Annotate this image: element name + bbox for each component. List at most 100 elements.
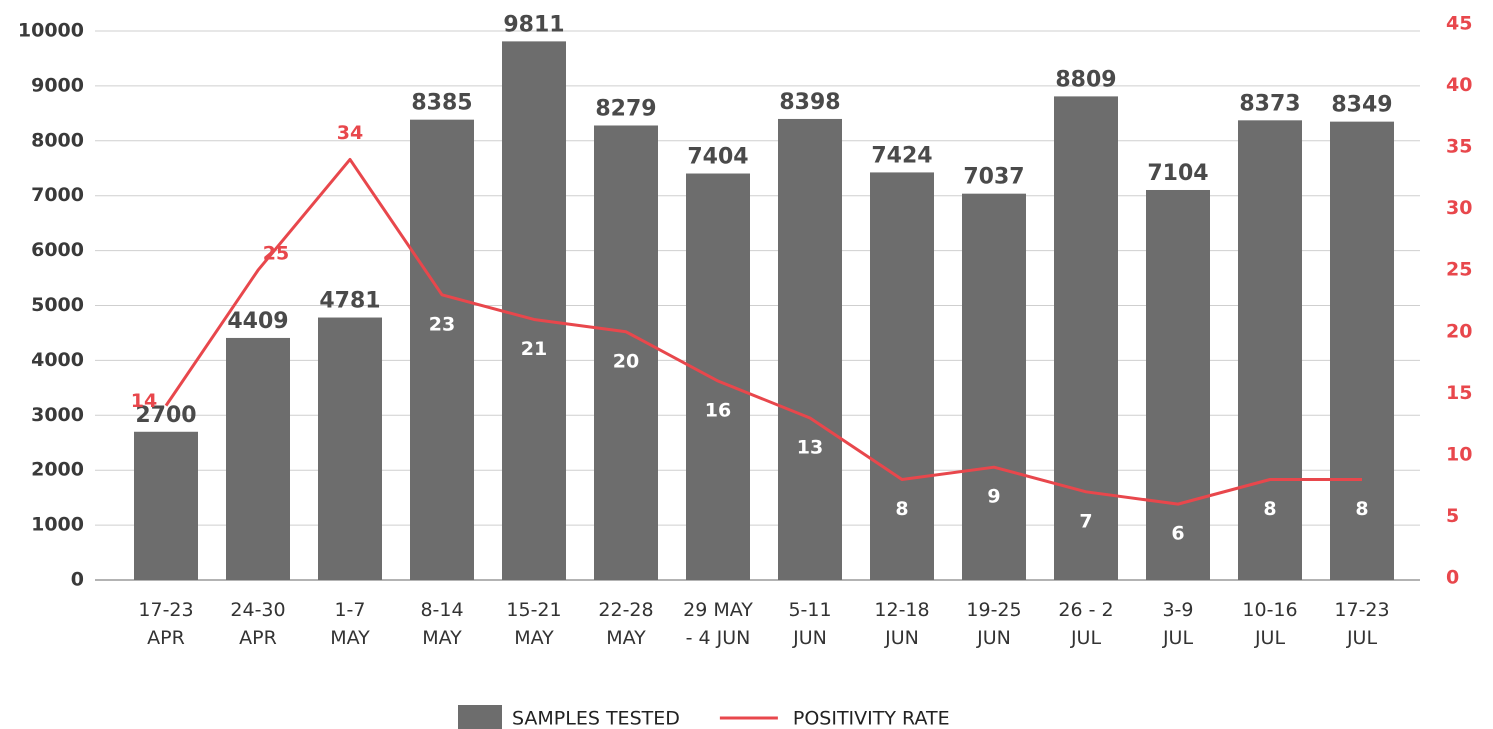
x-tick-line: 10-16 bbox=[1242, 599, 1297, 621]
x-tick-line: MAY bbox=[422, 627, 462, 649]
x-tick-line: 8-14 bbox=[420, 599, 463, 621]
x-tick-line: 19-25 bbox=[966, 599, 1021, 621]
x-tick-line: 29 MAY bbox=[683, 599, 753, 621]
bar-value-label: 4781 bbox=[319, 289, 380, 314]
legend-label: SAMPLES TESTED bbox=[512, 708, 680, 729]
x-tick-label: 3-9 JUL bbox=[1162, 599, 1194, 649]
x-tick-line: MAY bbox=[606, 627, 646, 649]
x-tick-line: - 4 JUN bbox=[686, 627, 751, 649]
bar bbox=[778, 118, 842, 580]
x-tick-line: 15-21 bbox=[506, 599, 561, 621]
line-value-label: 7 bbox=[1079, 510, 1092, 532]
x-tick-label: 5-11 JUN bbox=[788, 599, 831, 649]
x-tick-label: 8-14 MAY bbox=[420, 599, 463, 649]
bar bbox=[1238, 120, 1302, 580]
bar bbox=[1054, 96, 1118, 581]
x-tick-line: 17-23 bbox=[138, 599, 193, 621]
bar bbox=[1330, 121, 1394, 581]
y2-tick-label: 5 bbox=[1446, 505, 1459, 527]
y2-tick-label: 25 bbox=[1446, 259, 1472, 281]
y-tick-label: 4000 bbox=[31, 349, 84, 371]
line-value-label: 14 bbox=[131, 390, 157, 412]
x-tick-line: 3-9 bbox=[1162, 599, 1193, 621]
x-tick-line: JUL bbox=[1254, 627, 1286, 649]
x-tick-line: JUL bbox=[1162, 627, 1194, 649]
line-value-label: 13 bbox=[797, 436, 823, 458]
x-tick-line: 22-28 bbox=[598, 599, 653, 621]
bar bbox=[410, 119, 474, 580]
x-tick-line: JUL bbox=[1070, 627, 1102, 649]
bar bbox=[502, 41, 566, 580]
x-tick-line: JUN bbox=[792, 627, 827, 649]
bar-value-label: 9811 bbox=[503, 12, 564, 37]
x-tick-line: 26 - 2 bbox=[1058, 599, 1113, 621]
bar-value-label: 7424 bbox=[871, 143, 932, 168]
bar bbox=[686, 173, 750, 581]
x-tick-label: 29 MAY - 4 JUN bbox=[683, 599, 753, 649]
y2-tick-label: 15 bbox=[1446, 382, 1472, 404]
bar-value-label: 4409 bbox=[227, 309, 288, 334]
x-tick-line: MAY bbox=[514, 627, 554, 649]
y-tick-label: 10000 bbox=[18, 20, 84, 42]
y2-tick-label: 20 bbox=[1446, 320, 1472, 342]
bar-value-label: 8809 bbox=[1055, 67, 1116, 92]
x-tick-line: MAY bbox=[330, 627, 370, 649]
x-tick-line: 12-18 bbox=[874, 599, 929, 621]
x-tick-line: APR bbox=[147, 627, 185, 649]
x-tick-label: 10-16 JUL bbox=[1242, 599, 1297, 649]
x-tick-label: 22-28 MAY bbox=[598, 599, 653, 649]
y-tick-label: 3000 bbox=[31, 404, 84, 426]
line-value-label: 6 bbox=[1171, 523, 1184, 545]
x-tick-line: 17-23 bbox=[1334, 599, 1389, 621]
y-tick-label: 2000 bbox=[31, 459, 84, 481]
y-tick-label: 0 bbox=[71, 569, 84, 591]
bar bbox=[226, 337, 290, 580]
x-tick-label: 26 - 2 JUL bbox=[1058, 599, 1113, 649]
bar-value-label: 8349 bbox=[1331, 93, 1392, 118]
y-tick-label: 9000 bbox=[31, 74, 84, 96]
line-value-label: 25 bbox=[263, 243, 289, 265]
bar-value-label: 8385 bbox=[411, 91, 472, 116]
x-tick-line: 1-7 bbox=[334, 599, 365, 621]
y2-tick-label: 0 bbox=[1446, 567, 1459, 589]
bar-value-label: 2700 bbox=[135, 403, 196, 428]
bar bbox=[134, 431, 198, 580]
x-tick-line: APR bbox=[239, 627, 277, 649]
x-tick-line: 5-11 bbox=[788, 599, 831, 621]
y-tick-label: 1000 bbox=[31, 514, 84, 536]
line-value-label: 23 bbox=[429, 313, 455, 335]
line-value-label: 20 bbox=[613, 350, 639, 372]
bar bbox=[318, 317, 382, 580]
line-value-label: 8 bbox=[895, 498, 908, 520]
y2-tick-label: 10 bbox=[1446, 443, 1472, 465]
bar-value-label: 7404 bbox=[687, 145, 748, 170]
y-tick-label: 6000 bbox=[31, 239, 84, 261]
bar-value-label: 8373 bbox=[1239, 91, 1300, 116]
legend-swatch bbox=[458, 705, 502, 729]
y2-tick-label: 40 bbox=[1446, 74, 1472, 96]
line-value-label: 16 bbox=[705, 400, 731, 422]
line-value-label: 34 bbox=[337, 122, 363, 144]
y-tick-label: 5000 bbox=[31, 294, 84, 316]
x-tick-line: JUN bbox=[884, 627, 919, 649]
bar-value-label: 7037 bbox=[963, 165, 1024, 190]
line-value-label: 9 bbox=[987, 486, 1000, 508]
x-tick-label: 19-25 JUN bbox=[966, 599, 1021, 649]
y-tick-label: 7000 bbox=[31, 184, 84, 206]
x-tick-label: 15-21 MAY bbox=[506, 599, 561, 649]
x-tick-line: JUL bbox=[1346, 627, 1378, 649]
x-tick-line: 24-30 bbox=[230, 599, 285, 621]
y-tick-label: 8000 bbox=[31, 129, 84, 151]
bar-value-label: 7104 bbox=[1147, 161, 1208, 186]
y2-tick-label: 30 bbox=[1446, 197, 1472, 219]
x-tick-label: 24-30 APR bbox=[230, 599, 285, 649]
x-tick-label: 17-23 APR bbox=[138, 599, 193, 649]
x-tick-label: 12-18 JUN bbox=[874, 599, 929, 649]
line-value-label: 8 bbox=[1263, 498, 1276, 520]
y2-tick-label: 35 bbox=[1446, 136, 1472, 158]
x-tick-label: 17-23 JUL bbox=[1334, 599, 1389, 649]
bar-value-label: 8279 bbox=[595, 96, 656, 121]
bar bbox=[594, 125, 658, 580]
x-tick-line: JUN bbox=[976, 627, 1011, 649]
